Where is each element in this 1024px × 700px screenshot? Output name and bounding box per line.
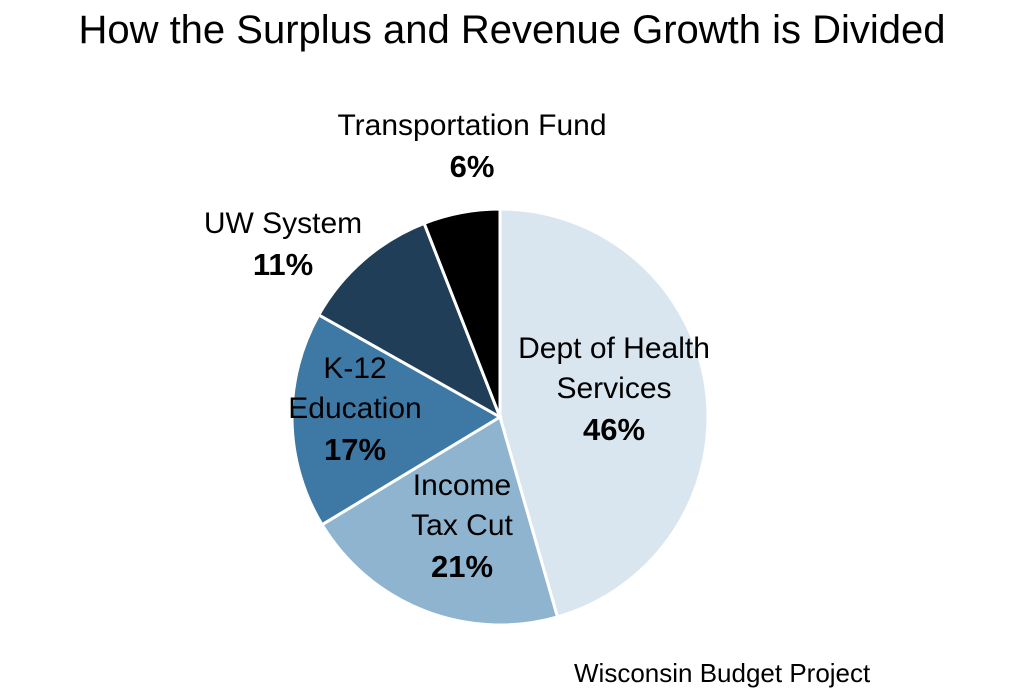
pie-slice-transportation-fund xyxy=(422,207,502,418)
slice-label-text: Income xyxy=(413,469,511,502)
source-note: Wisconsin Budget Project xyxy=(574,658,871,688)
pie-slice-uw-system xyxy=(316,221,503,421)
slice-label-text: Services xyxy=(556,372,671,405)
pie-slice-k-12-education xyxy=(290,312,503,527)
slice-label-transportation-fund: Transportation Fund 6% xyxy=(337,109,606,184)
slice-value-label: 17% xyxy=(324,432,386,467)
slices-layer xyxy=(290,207,710,627)
slice-label-uw-system: UW System 11% xyxy=(204,207,362,282)
slice-value-label: 46% xyxy=(583,412,645,447)
slice-label-text: Transportation Fund xyxy=(337,109,606,142)
pie-slice-dept-of-health-services xyxy=(498,207,710,619)
slice-label-k-12-education: K-12 Education 17% xyxy=(288,352,421,467)
slice-label-text: Tax Cut xyxy=(411,509,513,542)
pie-slice-income-tax-cut xyxy=(320,414,560,627)
slice-label-text: K-12 xyxy=(323,352,386,385)
slice-label-text: UW System xyxy=(204,207,362,240)
slice-label-dept-of-health-services: Dept of Health Services 46% xyxy=(518,332,710,447)
slice-value-label: 21% xyxy=(431,549,493,584)
slice-label-text: Education xyxy=(288,392,421,425)
slice-label-income-tax-cut: Income Tax Cut 21% xyxy=(411,469,513,584)
slice-label-text: Dept of Health xyxy=(518,332,710,365)
slice-value-label: 6% xyxy=(450,149,495,184)
labels-layer: Dept of Health Services 46% Income Tax Cut 21… xyxy=(204,109,710,584)
chart-title: How the Surplus and Revenue Growth is Di… xyxy=(78,8,946,52)
slice-value-label: 11% xyxy=(253,247,313,282)
